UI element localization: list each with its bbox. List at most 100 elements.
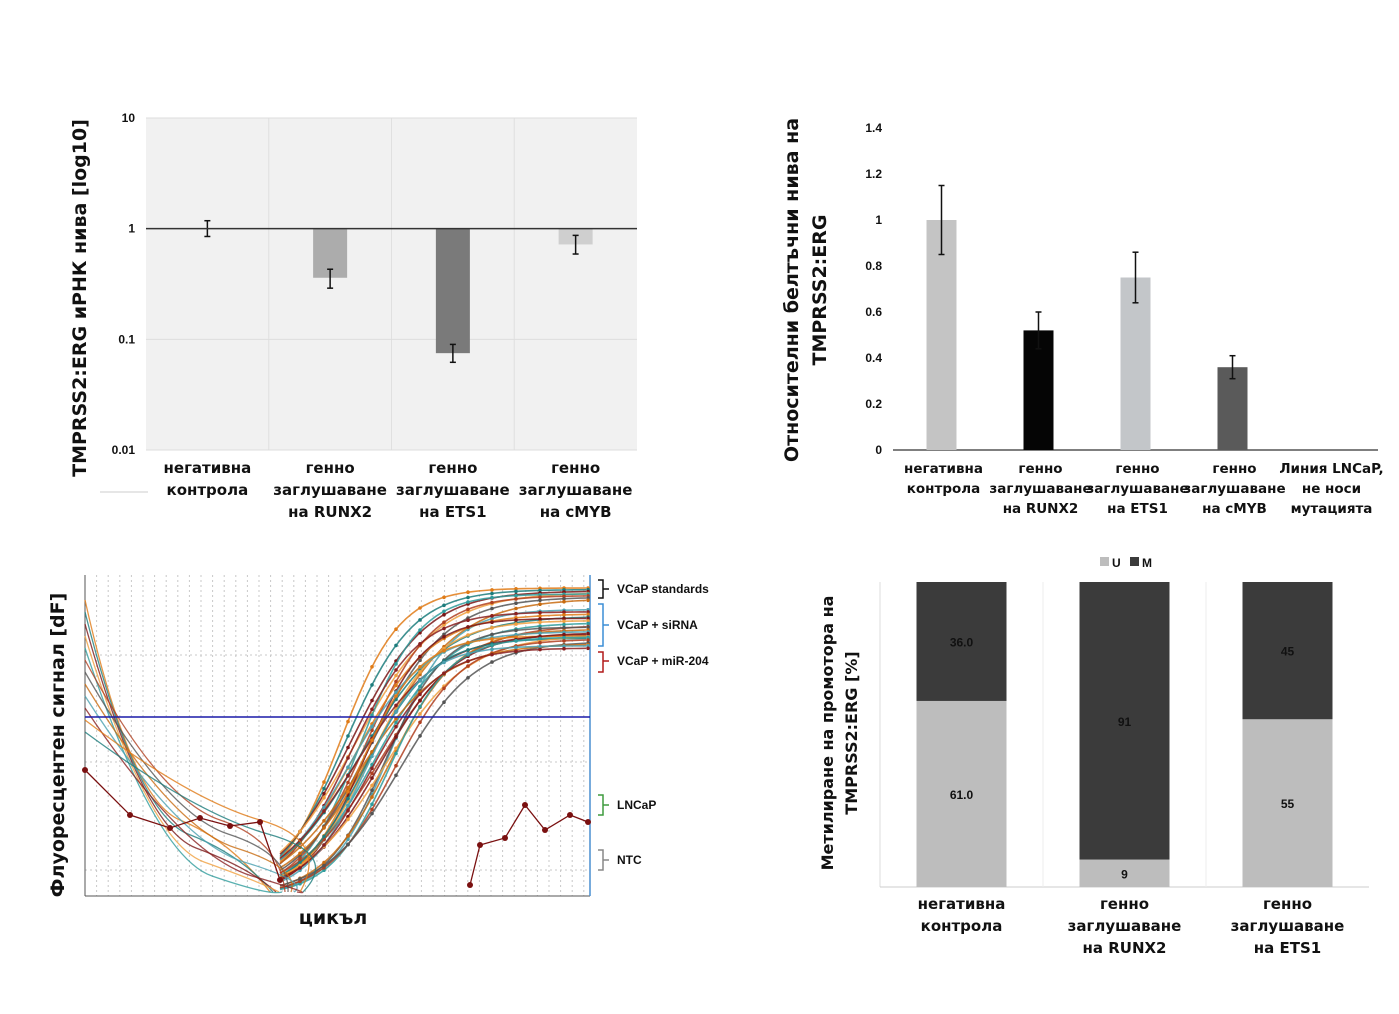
curve-marker [394, 735, 398, 739]
curve-marker [466, 648, 470, 652]
curve-marker [418, 642, 422, 646]
curve-marker [394, 720, 398, 725]
curve-marker [442, 595, 446, 600]
curve-marker [442, 620, 446, 625]
curve-marker [562, 594, 566, 599]
x-category-label: генно [551, 459, 600, 477]
ntc-marker [467, 882, 473, 888]
amplification-curve [279, 626, 587, 889]
curve-marker [370, 724, 374, 729]
group-label: LNCaP [617, 798, 656, 812]
curve-marker [346, 734, 350, 738]
curve-marker [346, 817, 350, 822]
bar [1023, 330, 1054, 450]
curve-marker [466, 595, 470, 600]
curve-marker [442, 632, 446, 637]
curve-marker [370, 683, 374, 687]
curve-marker [490, 588, 494, 592]
curve-marker [298, 877, 302, 881]
amplification-curve [279, 636, 587, 877]
amplification-curve [279, 588, 587, 858]
curve-marker [394, 751, 398, 756]
stacked-bar-segment [1242, 582, 1333, 720]
curve-marker [418, 658, 422, 662]
legend-label: M [1142, 556, 1152, 570]
x-category-label: негативна [918, 895, 1006, 913]
y-tick-label: 10 [122, 111, 136, 125]
x-category-label: мутацията [1291, 501, 1373, 517]
baseline-curve [84, 635, 280, 893]
curve-marker [490, 600, 494, 605]
curve-marker [418, 704, 422, 709]
curve-marker [322, 809, 326, 813]
y-axis-label-line1: Метилиране на промотора на [818, 596, 837, 871]
x-category-label: генно [306, 459, 355, 477]
group-label: VCaP + siRNA [617, 618, 698, 632]
group-bracket [598, 794, 609, 816]
x-category-label: генно [1212, 461, 1256, 477]
curve-marker [418, 720, 422, 725]
curve-marker [514, 618, 518, 622]
x-category-label: заглушаване [1068, 917, 1182, 935]
curve-marker [322, 819, 326, 823]
curve-marker [370, 713, 374, 717]
curve-marker [586, 625, 590, 630]
curve-marker [322, 860, 326, 865]
lncap-marker [127, 812, 133, 818]
x-category-label: генно [1263, 895, 1312, 913]
curve-marker [466, 590, 470, 594]
curve-marker [346, 789, 350, 794]
x-category-label: заглушаване [1086, 481, 1188, 497]
curve-marker [346, 796, 350, 801]
curve-marker [538, 588, 542, 593]
x-category-label: контрола [167, 481, 249, 499]
amplification-curve [279, 587, 587, 860]
group-bracket [598, 849, 609, 871]
curve-marker [586, 598, 590, 603]
y-tick-label: 0.1 [118, 332, 135, 346]
y-tick-label: 1 [875, 213, 882, 227]
curve-marker [442, 609, 446, 614]
curve-marker [514, 645, 518, 650]
curve-marker [490, 606, 494, 611]
curve-marker [490, 643, 494, 648]
curve-marker [418, 665, 422, 669]
curve-marker [442, 626, 446, 631]
curve-marker [442, 700, 446, 704]
curve-marker [394, 668, 398, 672]
curve-marker [538, 647, 542, 652]
y-tick-label: 0.6 [865, 305, 882, 319]
group-bracket [598, 651, 609, 673]
curve-marker [418, 712, 422, 716]
curve-marker [298, 851, 302, 856]
baseline-curve [84, 671, 289, 893]
data-label: 55 [1281, 797, 1295, 811]
curve-marker [562, 646, 566, 651]
curve-marker [394, 716, 398, 721]
y-axis-label-line1: Относителни белтъчни нива на [781, 118, 803, 462]
group-label: VCaP standards [617, 582, 709, 596]
curve-marker [466, 625, 470, 629]
curve-marker [538, 614, 542, 618]
curve-marker [322, 791, 326, 796]
curve-marker [346, 756, 350, 760]
x-category-label: генно [428, 459, 477, 477]
x-category-label: негативна [904, 461, 983, 477]
x-category-label: на RUNX2 [1003, 501, 1079, 517]
curve-marker [466, 676, 470, 680]
baseline-curve [84, 623, 277, 893]
curve-marker [514, 589, 518, 594]
curve-marker [514, 597, 518, 601]
group-label: VCaP + miR-204 [617, 654, 709, 668]
curve-marker [442, 623, 446, 627]
curve-marker [490, 652, 494, 657]
baseline-curve [84, 599, 271, 893]
legend-label: U [1112, 556, 1121, 570]
curve-marker [394, 773, 398, 778]
curve-marker [538, 595, 542, 599]
curve-marker [538, 592, 542, 597]
data-label: 9 [1121, 867, 1128, 881]
curve-marker [418, 734, 422, 738]
stacked-bar-segment [1079, 859, 1170, 887]
stacked-bar-segment [916, 700, 1007, 887]
